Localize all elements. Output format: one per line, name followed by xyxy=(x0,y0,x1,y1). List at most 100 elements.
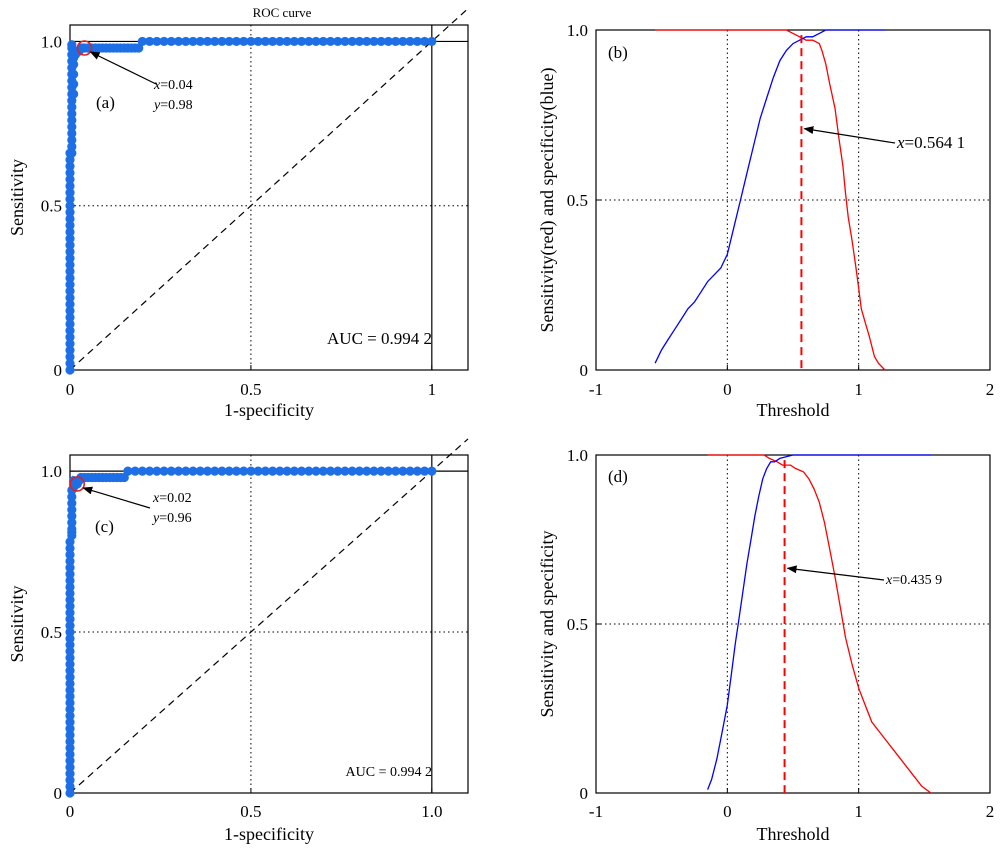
roc-point xyxy=(405,36,415,47)
y-var: y xyxy=(151,511,160,526)
roc-point xyxy=(65,253,75,263)
sensitivity-curve xyxy=(707,454,932,794)
x-tick-label: -1 xyxy=(589,380,603,399)
roc-point xyxy=(65,279,75,290)
roc-point xyxy=(67,135,77,145)
y-tick-label: 1.0 xyxy=(41,462,62,481)
y-tick-label: 0.5 xyxy=(41,197,62,216)
y-tick-label: 0.5 xyxy=(41,623,62,642)
roc-point xyxy=(268,466,278,476)
x-tick-label: 0 xyxy=(723,802,732,821)
roc-point xyxy=(137,36,147,47)
roc-point xyxy=(195,36,205,47)
roc-point xyxy=(253,466,263,476)
roc-point xyxy=(69,59,79,70)
curves-group xyxy=(706,454,932,794)
x-tick-label: -1 xyxy=(589,802,603,821)
roc-point xyxy=(67,498,77,508)
y-var: y xyxy=(152,98,161,113)
roc-point xyxy=(340,466,350,476)
roc-point xyxy=(65,672,75,682)
roc-point xyxy=(282,36,292,47)
roc-point xyxy=(65,627,75,637)
roc-point xyxy=(65,247,75,257)
roc-point xyxy=(65,260,75,270)
roc-point xyxy=(65,214,75,224)
roc-point xyxy=(123,466,133,476)
optimal-x-annotation: x=0.04 xyxy=(153,78,193,93)
roc-point xyxy=(369,466,379,476)
roc-point xyxy=(65,161,75,171)
roc-point xyxy=(67,511,77,521)
roc-point xyxy=(67,524,77,534)
roc-point xyxy=(65,543,75,553)
figure-title: ROC curve xyxy=(253,5,312,20)
roc-point xyxy=(311,466,321,476)
roc-point xyxy=(65,168,75,178)
roc-point xyxy=(65,194,75,204)
roc-point xyxy=(419,36,430,47)
roc-point xyxy=(354,466,365,476)
roc-point xyxy=(311,36,321,47)
threshold-arrow xyxy=(803,126,896,144)
x-tick-label: 0.5 xyxy=(240,802,261,821)
x-tick-label: 2 xyxy=(986,802,995,821)
roc-point xyxy=(65,711,75,721)
roc-panel-c: 0 0.5 1.000.51.01-specificitySensitivityx=… xyxy=(7,438,469,844)
axes-frame xyxy=(69,454,469,794)
roc-point xyxy=(391,36,401,47)
roc-point xyxy=(65,621,75,631)
roc-point xyxy=(67,505,77,515)
roc-point xyxy=(65,233,75,244)
roc-point xyxy=(65,724,75,734)
optimal-point-arrow xyxy=(89,51,157,85)
roc-point xyxy=(65,319,75,329)
x-tick-label: 1 xyxy=(854,380,863,399)
roc-point xyxy=(65,266,75,277)
roc-point xyxy=(65,339,75,349)
roc-point xyxy=(333,36,343,47)
roc-panel-a: 0 0.5 100.51.01-specificitySensitivityx=0.… xyxy=(7,8,469,420)
y-tick-label: 0.5 xyxy=(567,615,588,634)
roc-point xyxy=(65,273,75,283)
roc-point xyxy=(65,749,75,759)
roc-point xyxy=(405,466,415,476)
roc-point xyxy=(152,466,162,476)
auc-label: AUC = 0.994 2 xyxy=(346,765,432,780)
roc-point xyxy=(65,582,75,592)
roc-point xyxy=(362,466,372,476)
roc-point xyxy=(65,743,75,753)
roc-point xyxy=(166,36,176,47)
roc-point xyxy=(65,563,75,573)
optimal-point-marker xyxy=(76,40,93,56)
roc-point xyxy=(69,69,79,79)
roc-point xyxy=(65,730,75,740)
roc-point xyxy=(383,36,393,47)
roc-point xyxy=(347,36,357,47)
roc-point xyxy=(65,788,75,798)
threshold-var: x xyxy=(896,133,905,152)
roc-point xyxy=(67,115,77,125)
roc-point xyxy=(65,781,75,792)
y-tick-label: 0 xyxy=(580,784,589,803)
roc-point xyxy=(65,640,75,650)
roc-point xyxy=(65,775,75,785)
y-tick-label: 0.5 xyxy=(567,191,588,210)
x-value: =0.04 xyxy=(160,78,192,93)
x-tick-label: 1 xyxy=(428,380,437,399)
roc-point xyxy=(69,79,79,89)
panel-label: (b) xyxy=(608,43,628,62)
threshold-var: x xyxy=(885,573,893,588)
roc-point xyxy=(253,36,263,47)
roc-point xyxy=(65,286,75,296)
optimal-x-annotation: x=0.02 xyxy=(152,491,192,506)
roc-point xyxy=(65,659,75,669)
roc-point xyxy=(354,36,365,47)
y-axis-label: Sensitivity and specificity xyxy=(537,531,557,718)
specificity-curve xyxy=(706,454,931,790)
roc-point xyxy=(65,608,75,618)
roc-point xyxy=(246,36,256,47)
roc-point xyxy=(304,36,314,47)
x-tick-label: 0.5 xyxy=(240,380,261,399)
